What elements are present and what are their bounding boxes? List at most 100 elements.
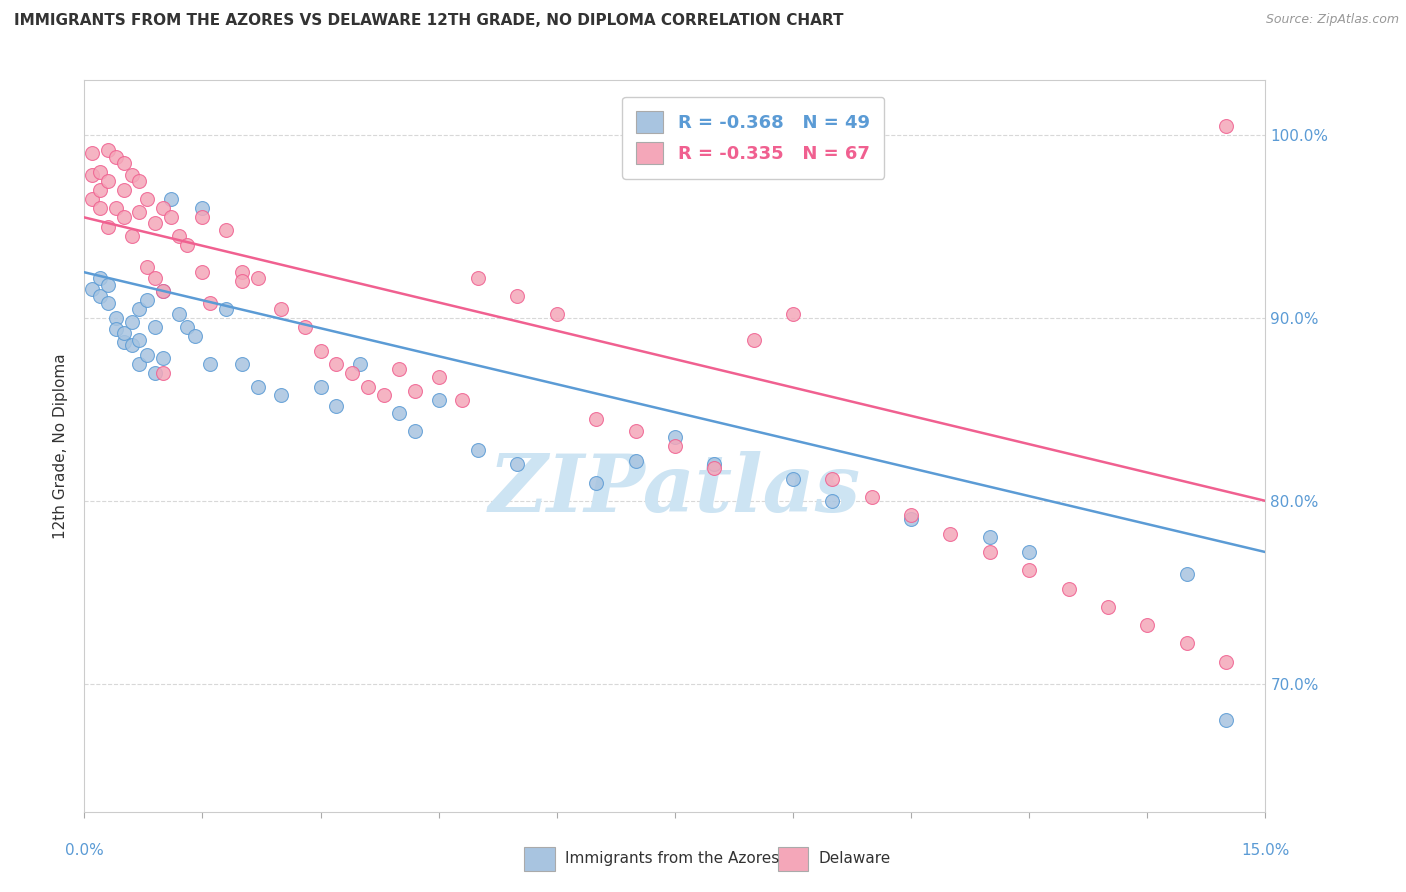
Point	[136, 192, 159, 206]
Point	[112, 183, 135, 197]
Point	[136, 293, 159, 307]
Text: Source: ZipAtlas.com: Source: ZipAtlas.com	[1265, 13, 1399, 27]
Point	[404, 425, 426, 439]
Point	[112, 155, 135, 169]
Point	[160, 211, 183, 225]
Point	[1097, 599, 1119, 614]
Point	[104, 310, 127, 325]
Point	[231, 357, 253, 371]
Point	[143, 270, 166, 285]
Point	[82, 192, 104, 206]
Point	[1215, 119, 1237, 133]
Point	[128, 301, 150, 316]
Point	[742, 333, 765, 347]
Point	[104, 201, 127, 215]
Point	[89, 201, 111, 215]
Point	[136, 347, 159, 362]
Point	[325, 399, 347, 413]
Point	[89, 164, 111, 178]
Point	[152, 284, 174, 298]
Point	[939, 526, 962, 541]
Point	[388, 362, 411, 376]
Point	[97, 143, 120, 157]
Point	[703, 461, 725, 475]
Point	[97, 296, 120, 310]
Point	[1175, 567, 1198, 582]
Point	[89, 270, 111, 285]
Text: ZIPatlas: ZIPatlas	[489, 451, 860, 529]
Point	[191, 265, 214, 279]
Point	[821, 472, 844, 486]
Point	[821, 493, 844, 508]
Point	[546, 307, 568, 321]
Y-axis label: 12th Grade, No Diploma: 12th Grade, No Diploma	[53, 353, 69, 539]
Point	[246, 380, 269, 394]
Point	[112, 211, 135, 225]
Point	[82, 282, 104, 296]
Point	[309, 343, 332, 358]
Point	[427, 369, 450, 384]
Point	[143, 320, 166, 334]
Point	[104, 322, 127, 336]
Point	[215, 223, 238, 237]
Text: 0.0%: 0.0%	[65, 843, 104, 858]
Point	[1136, 618, 1159, 632]
Point	[176, 320, 198, 334]
Point	[152, 201, 174, 215]
Point	[309, 380, 332, 394]
Point	[97, 174, 120, 188]
Point	[215, 301, 238, 316]
Point	[1018, 563, 1040, 577]
Point	[860, 490, 883, 504]
Point	[782, 472, 804, 486]
Point	[231, 274, 253, 288]
Point	[104, 150, 127, 164]
Point	[128, 174, 150, 188]
Point	[121, 315, 143, 329]
Point	[121, 228, 143, 243]
Point	[176, 238, 198, 252]
Point	[427, 393, 450, 408]
Point	[152, 284, 174, 298]
Point	[97, 219, 120, 234]
Point	[900, 508, 922, 523]
Point	[979, 545, 1001, 559]
Point	[451, 393, 474, 408]
Point	[388, 406, 411, 420]
Point	[152, 366, 174, 380]
Point	[128, 357, 150, 371]
Point	[89, 183, 111, 197]
Point	[664, 439, 686, 453]
Point	[143, 216, 166, 230]
Point	[1057, 582, 1080, 596]
Point	[506, 289, 529, 303]
Point	[121, 169, 143, 183]
Point	[979, 530, 1001, 544]
Point	[467, 270, 489, 285]
Point	[340, 366, 363, 380]
Point	[143, 366, 166, 380]
Point	[782, 307, 804, 321]
Point	[128, 333, 150, 347]
Point	[246, 270, 269, 285]
Point	[294, 320, 316, 334]
Point	[82, 146, 104, 161]
Point	[112, 334, 135, 349]
Point	[121, 338, 143, 352]
Point	[128, 205, 150, 219]
Text: IMMIGRANTS FROM THE AZORES VS DELAWARE 12TH GRADE, NO DIPLOMA CORRELATION CHART: IMMIGRANTS FROM THE AZORES VS DELAWARE 1…	[14, 13, 844, 29]
Text: Immigrants from the Azores: Immigrants from the Azores	[565, 851, 779, 865]
Point	[1215, 655, 1237, 669]
Point	[200, 296, 222, 310]
Point	[900, 512, 922, 526]
Point	[183, 329, 205, 343]
Point	[231, 265, 253, 279]
Point	[467, 442, 489, 457]
Text: Delaware: Delaware	[818, 851, 890, 865]
Point	[191, 211, 214, 225]
Point	[82, 169, 104, 183]
Point	[89, 289, 111, 303]
Point	[1175, 636, 1198, 650]
Point	[191, 201, 214, 215]
Point	[373, 388, 395, 402]
